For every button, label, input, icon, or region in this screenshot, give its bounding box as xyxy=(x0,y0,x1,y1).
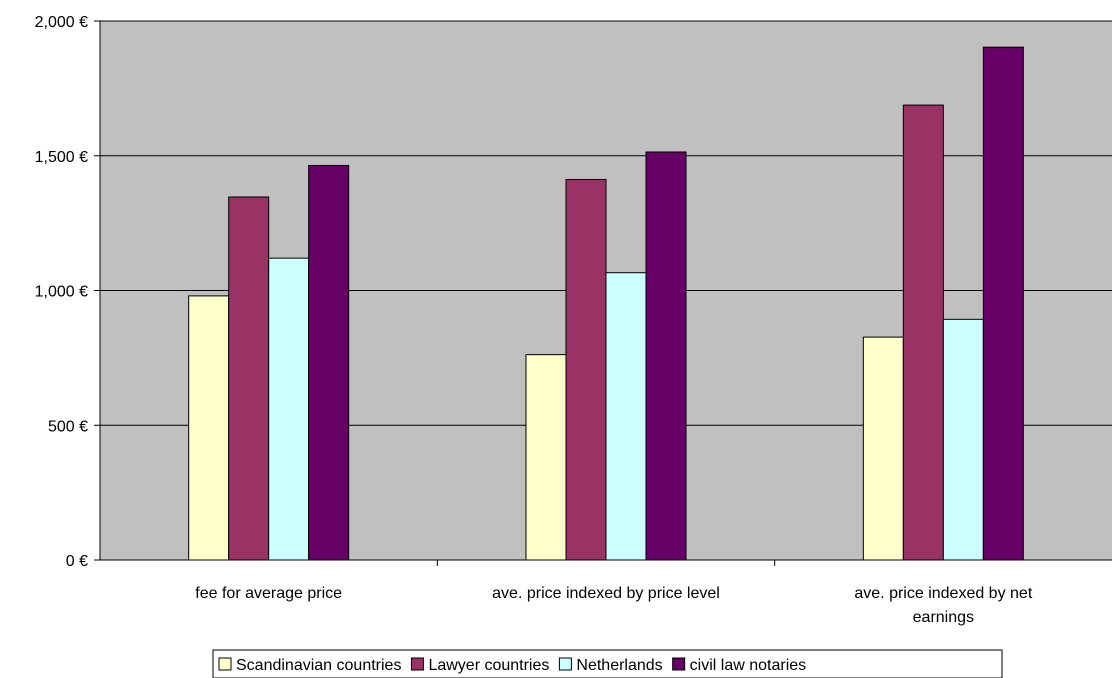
y-tick-label: 0 € xyxy=(66,553,88,570)
bar xyxy=(189,296,229,560)
bar xyxy=(606,273,646,560)
legend-label: civil law notaries xyxy=(690,657,806,674)
bar xyxy=(943,319,983,560)
legend: Scandinavian countries Lawyer countries Ne… xyxy=(213,650,1002,678)
bar xyxy=(903,105,943,560)
x-tick-label: ave. price indexed by price level xyxy=(492,585,720,602)
x-tick-label: ave. price indexed by net xyxy=(854,585,1032,602)
x-tick-label: fee for average price xyxy=(195,585,342,602)
y-tick-label: 500 € xyxy=(48,418,88,435)
bar xyxy=(229,197,269,560)
y-tick-label: 1,000 € xyxy=(35,284,88,301)
legend-label: Lawyer countries xyxy=(428,657,549,674)
legend-swatch xyxy=(673,658,685,670)
legend-swatch xyxy=(559,658,571,670)
bar xyxy=(269,258,309,560)
bar xyxy=(983,47,1023,560)
bar xyxy=(526,355,566,560)
bar xyxy=(863,337,903,560)
x-tick-label: earnings xyxy=(913,609,974,626)
y-tick-label: 1,500 € xyxy=(35,149,88,166)
legend-label: Scandinavian countries xyxy=(236,657,401,674)
bar xyxy=(566,179,606,560)
legend-swatch xyxy=(219,658,231,670)
legend-label: Netherlands xyxy=(576,657,662,674)
bar xyxy=(309,165,349,560)
legend-swatch xyxy=(411,658,423,670)
y-tick-label: 2,000 € xyxy=(35,14,88,31)
bar xyxy=(646,152,686,560)
